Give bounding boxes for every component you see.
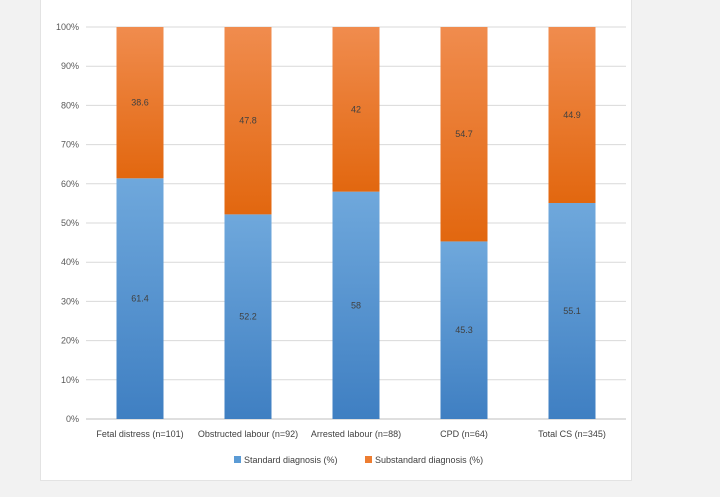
legend-swatch-standard bbox=[234, 456, 241, 463]
bar-segment-standard bbox=[224, 214, 272, 419]
bar-segment-standard bbox=[548, 203, 596, 419]
y-tick-label: 100% bbox=[56, 22, 79, 32]
bar-segment-substandard bbox=[116, 27, 164, 179]
data-label: 61.4 bbox=[131, 294, 149, 304]
bar-segment-substandard bbox=[548, 27, 596, 204]
legend-label: Substandard diagnosis (%) bbox=[375, 455, 483, 465]
x-category-label: Total CS (n=345) bbox=[538, 429, 606, 439]
data-label: 38.6 bbox=[131, 98, 149, 108]
bar-segment-standard bbox=[332, 191, 380, 419]
data-label: 44.9 bbox=[563, 110, 581, 120]
y-tick-label: 40% bbox=[61, 257, 79, 267]
x-axis-categories: Fetal distress (n=101) Obstructed labour … bbox=[96, 429, 606, 439]
data-label: 54.7 bbox=[455, 129, 473, 139]
y-tick-label: 90% bbox=[61, 61, 79, 71]
stacked-bar-chart: 0% 10% 20% 30% 40% 50% 60% 70% 80% 90% 100% 61.4 38… bbox=[56, 22, 626, 465]
bar-segment-standard bbox=[440, 241, 488, 419]
bar-segment-substandard bbox=[332, 27, 380, 192]
y-tick-label: 80% bbox=[61, 100, 79, 110]
x-category-label: Fetal distress (n=101) bbox=[96, 429, 183, 439]
y-tick-label: 20% bbox=[61, 336, 79, 346]
x-category-label: CPD (n=64) bbox=[440, 429, 488, 439]
bar-segment-substandard bbox=[224, 27, 272, 215]
bar-segment-substandard bbox=[440, 27, 488, 242]
x-category-label: Obstructed labour (n=92) bbox=[198, 429, 298, 439]
y-tick-label: 60% bbox=[61, 179, 79, 189]
chart-panel: 0% 10% 20% 30% 40% 50% 60% 70% 80% 90% 100% 61.4 38… bbox=[40, 0, 632, 481]
y-tick-label: 10% bbox=[61, 375, 79, 385]
x-category-label: Arrested labour (n=88) bbox=[311, 429, 401, 439]
legend-swatch-substandard bbox=[365, 456, 372, 463]
bar-segment-standard bbox=[116, 178, 164, 419]
data-label: 58 bbox=[351, 300, 361, 310]
y-tick-label: 70% bbox=[61, 140, 79, 150]
y-tick-label: 50% bbox=[61, 218, 79, 228]
y-tick-label: 30% bbox=[61, 296, 79, 306]
legend: Standard diagnosis (%) Substandard diagno… bbox=[234, 455, 483, 465]
data-label: 52.2 bbox=[239, 312, 257, 322]
y-tick-label: 0% bbox=[66, 414, 79, 424]
data-label: 45.3 bbox=[455, 325, 473, 335]
data-label: 55.1 bbox=[563, 306, 581, 316]
data-label: 47.8 bbox=[239, 116, 257, 126]
data-label: 42 bbox=[351, 104, 361, 114]
legend-label: Standard diagnosis (%) bbox=[244, 455, 338, 465]
y-axis-ticks: 0% 10% 20% 30% 40% 50% 60% 70% 80% 90% 100% bbox=[56, 22, 79, 424]
bars: 61.4 38.6 52.2 47.8 58 42 45.3 54.7 55.1 44.9 bbox=[116, 27, 596, 419]
